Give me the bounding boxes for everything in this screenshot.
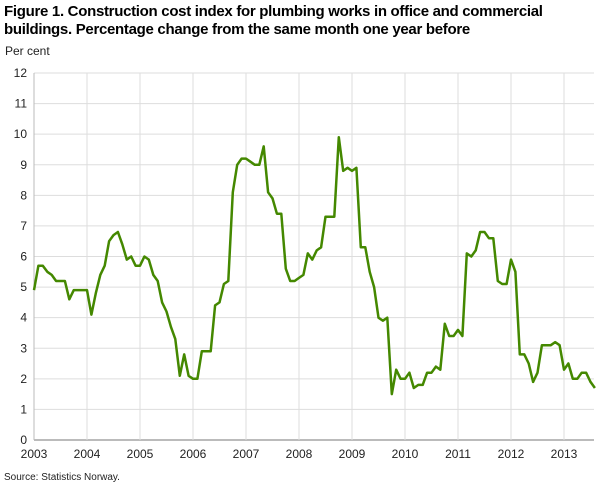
y-tick-label: 11 <box>15 97 28 111</box>
y-tick-label: 5 <box>20 280 27 294</box>
y-tick-label: 6 <box>20 250 27 264</box>
x-tick-label: 2009 <box>339 447 366 461</box>
y-tick-label: 9 <box>20 158 27 172</box>
y-tick-label: 10 <box>14 127 28 141</box>
chart-title: Figure 1. Construction cost index for pl… <box>4 3 543 38</box>
x-tick-label: 2007 <box>233 447 260 461</box>
x-tick-label: 2003 <box>21 447 48 461</box>
y-tick-label: 7 <box>20 219 27 233</box>
x-tick-label: 2011 <box>445 447 471 461</box>
x-tick-label: 2004 <box>74 447 101 461</box>
y-tick-label: 8 <box>20 188 27 202</box>
x-tick-label: 2012 <box>498 447 525 461</box>
y-tick-label: 2 <box>20 372 27 386</box>
y-tick-label: 0 <box>20 433 27 447</box>
y-tick-label: 3 <box>20 341 27 355</box>
x-tick-label: 2010 <box>392 447 419 461</box>
x-tick-label: 2006 <box>180 447 207 461</box>
series-line <box>32 135 596 396</box>
y-tick-label: 12 <box>14 66 28 80</box>
chart-header: Figure 1. Construction cost index for pl… <box>0 0 610 60</box>
y-tick-label: 4 <box>20 311 27 325</box>
x-tick-label: 2008 <box>286 447 313 461</box>
y-axis-label: Per cent <box>5 44 50 58</box>
x-tick-label: 2005 <box>127 447 154 461</box>
x-tick-label: 2013 <box>551 447 578 461</box>
source-note: Source: Statistics Norway. <box>4 472 120 483</box>
y-tick-label: 1 <box>20 402 27 416</box>
